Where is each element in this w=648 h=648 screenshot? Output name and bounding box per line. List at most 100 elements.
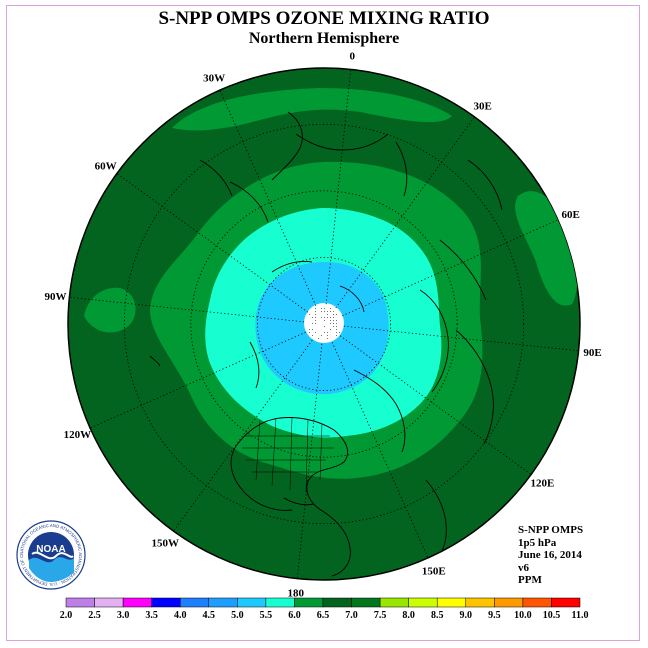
- noaa-logo-icon: NOAA NATIONAL OCEANIC AND ATMOSPHERIC AD…: [16, 520, 86, 590]
- colorbar-swatch: [95, 598, 124, 607]
- pole-dot: [312, 329, 313, 330]
- pole-dot: [324, 311, 325, 312]
- colorbar-tick-label: 6.0: [288, 610, 301, 621]
- pole-dot: [339, 332, 340, 333]
- colorbar-tick-label: 2.5: [88, 610, 101, 621]
- pole-dot: [333, 311, 334, 312]
- colorbar-tick-label: 4.5: [203, 610, 216, 621]
- longitude-label: 0: [349, 50, 355, 62]
- pole-dot: [315, 314, 316, 315]
- colorbar-swatch: [266, 598, 295, 607]
- colorbar-tick-label: 7.5: [374, 610, 387, 621]
- info-block: S-NPP OMPS 1p5 hPa June 16, 2014 v6 PPM: [518, 524, 583, 587]
- longitude-label: 90E: [583, 347, 601, 359]
- pole-dot: [309, 329, 310, 330]
- colorbar-tick-label: 3.5: [145, 610, 158, 621]
- pole-dot: [327, 314, 328, 315]
- colorbar-tick-label: 4.0: [174, 610, 187, 621]
- longitude-label: 120E: [531, 478, 555, 490]
- longitude-label: 30W: [203, 72, 225, 84]
- pole-dot: [336, 314, 337, 315]
- colorbar-tick-label: 2.0: [60, 610, 73, 621]
- colorbar-tick-label: 5.5: [260, 610, 273, 621]
- pole-dot: [321, 335, 322, 336]
- pole-dot: [336, 323, 337, 324]
- longitude-label: 30E: [474, 101, 492, 113]
- colorbar-swatch: [352, 598, 381, 607]
- svg-text:NOAA: NOAA: [36, 544, 65, 555]
- colorbar-swatch: [523, 598, 552, 607]
- pole-dot: [324, 308, 325, 309]
- pole-center: [304, 303, 344, 343]
- colorbar-tick-label: 5.0: [231, 610, 244, 621]
- colorbar-swatch: [409, 598, 438, 607]
- pole-dot: [315, 311, 316, 312]
- info-level: 1p5 hPa: [518, 537, 583, 550]
- pole-dot: [315, 332, 316, 333]
- pole-dot: [312, 323, 313, 324]
- colorbar-swatch: [237, 598, 266, 607]
- pole-dot: [321, 308, 322, 309]
- longitude-label: 120W: [64, 429, 92, 441]
- colorbar-swatch: [209, 598, 238, 607]
- colorbar-tick-label: 3.0: [117, 610, 130, 621]
- pole-dot: [330, 329, 331, 330]
- pole-dot: [315, 308, 316, 309]
- pole-dot: [318, 338, 319, 339]
- pole-dot: [330, 323, 331, 324]
- colorbar-swatch: [551, 598, 580, 607]
- colorbar-swatch: [494, 598, 523, 607]
- info-date: June 16, 2014: [518, 549, 583, 562]
- colorbar-tick-label: 7.0: [345, 610, 358, 621]
- pole-dot: [309, 314, 310, 315]
- info-version: v6: [518, 562, 583, 575]
- pole-dot: [330, 317, 331, 318]
- pole-dot: [327, 317, 328, 318]
- colorbar-tick-label: 6.5: [317, 610, 330, 621]
- longitude-label: 60W: [95, 160, 117, 172]
- colorbar-tick-label: 10.5: [543, 610, 561, 621]
- pole-dot: [330, 308, 331, 309]
- pole-dot: [312, 317, 313, 318]
- colorbar-swatch: [437, 598, 466, 607]
- pole-dot: [309, 332, 310, 333]
- pole-dot: [321, 311, 322, 312]
- pole-dot: [327, 311, 328, 312]
- colorbar-swatch: [294, 598, 323, 607]
- colorbar-tick-label: 9.0: [460, 610, 473, 621]
- colorbar-tick-label: 8.5: [431, 610, 444, 621]
- colorbar-swatch: [466, 598, 495, 607]
- colorbar-swatch: [152, 598, 181, 607]
- pole-dot: [315, 320, 316, 321]
- pole-dot: [333, 326, 334, 327]
- colorbar-swatch: [123, 598, 152, 607]
- longitude-label: 150E: [422, 566, 446, 578]
- pole-dot: [336, 329, 337, 330]
- pole-dot: [327, 338, 328, 339]
- pole-dot: [333, 320, 334, 321]
- pole-dot: [330, 320, 331, 321]
- pole-dot: [333, 323, 334, 324]
- pole-dot: [336, 326, 337, 327]
- pole-dot: [315, 323, 316, 324]
- info-units: PPM: [518, 574, 583, 587]
- colorbar-tick-label: 8.0: [402, 610, 415, 621]
- pole-dot: [327, 332, 328, 333]
- longitude-label: 150W: [152, 537, 180, 549]
- pole-dot: [327, 335, 328, 336]
- pole-dot: [324, 317, 325, 318]
- pole-dot: [333, 317, 334, 318]
- pole-dot: [333, 314, 334, 315]
- longitude-label: 90W: [44, 291, 66, 303]
- pole-dot: [321, 317, 322, 318]
- info-instrument: S-NPP OMPS: [518, 524, 583, 537]
- longitude-label: 60E: [561, 209, 579, 221]
- pole-dot: [315, 317, 316, 318]
- colorbar-swatch: [66, 598, 95, 607]
- colorbar-swatch: [323, 598, 352, 607]
- pole-dot: [312, 335, 313, 336]
- colorbar-tick-label: 9.5: [488, 610, 501, 621]
- pole-dot: [330, 311, 331, 312]
- pole-dot: [324, 332, 325, 333]
- colorbar: 2.0 2.5 3.0 3.5 4.0 4.5 5.0 5.5 6.0 6.5 7.0 7.5 8.0 8…: [0, 592, 648, 622]
